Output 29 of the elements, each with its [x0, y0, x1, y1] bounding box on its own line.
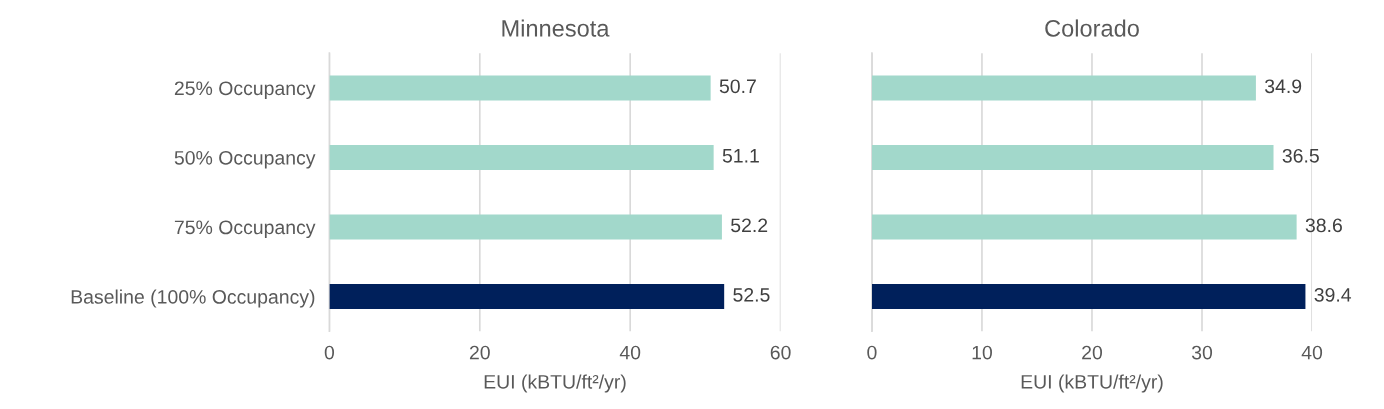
x-tick-label: 20: [469, 345, 490, 360]
data-label: 36.5: [1282, 148, 1319, 163]
data-label: 38.6: [1305, 218, 1342, 233]
x-tick-label: 60: [770, 345, 791, 360]
chart-title: Minnesota: [502, 19, 610, 37]
data-label: 51.1: [722, 149, 759, 163]
bar: [871, 144, 1274, 170]
x-tick-label: 40: [619, 345, 641, 360]
y-tick-label: 75% Occupancy: [174, 220, 316, 239]
data-label: 34.9: [1264, 79, 1302, 94]
y-tick-label: 50% Occupancy: [174, 150, 316, 169]
data-label: 52.5: [733, 287, 770, 302]
data-label: 39.4: [1314, 287, 1352, 302]
y-tick-label: Baseline (100% Occupancy): [71, 289, 315, 308]
bar: [871, 284, 1306, 310]
data-label: 52.2: [731, 218, 768, 233]
x-axis-title: EUI (kBTU/ft²/yr): [484, 374, 626, 393]
bar: [871, 214, 1297, 240]
chart-title: Colorado: [1045, 19, 1139, 37]
x-tick-label: 0: [867, 345, 877, 360]
x-tick-label: 40: [1301, 345, 1323, 360]
x-tick-label: 20: [1082, 345, 1103, 360]
x-tick-label: 0: [324, 345, 335, 360]
x-tick-label: 10: [972, 345, 992, 360]
bar: [871, 75, 1256, 101]
x-axis-title: EUI (kBTU/ft²/yr): [1021, 374, 1163, 393]
y-tick-label: 25% Occupancy: [174, 81, 316, 100]
x-tick-label: 30: [1191, 345, 1213, 360]
data-label: 50.7: [719, 79, 756, 94]
